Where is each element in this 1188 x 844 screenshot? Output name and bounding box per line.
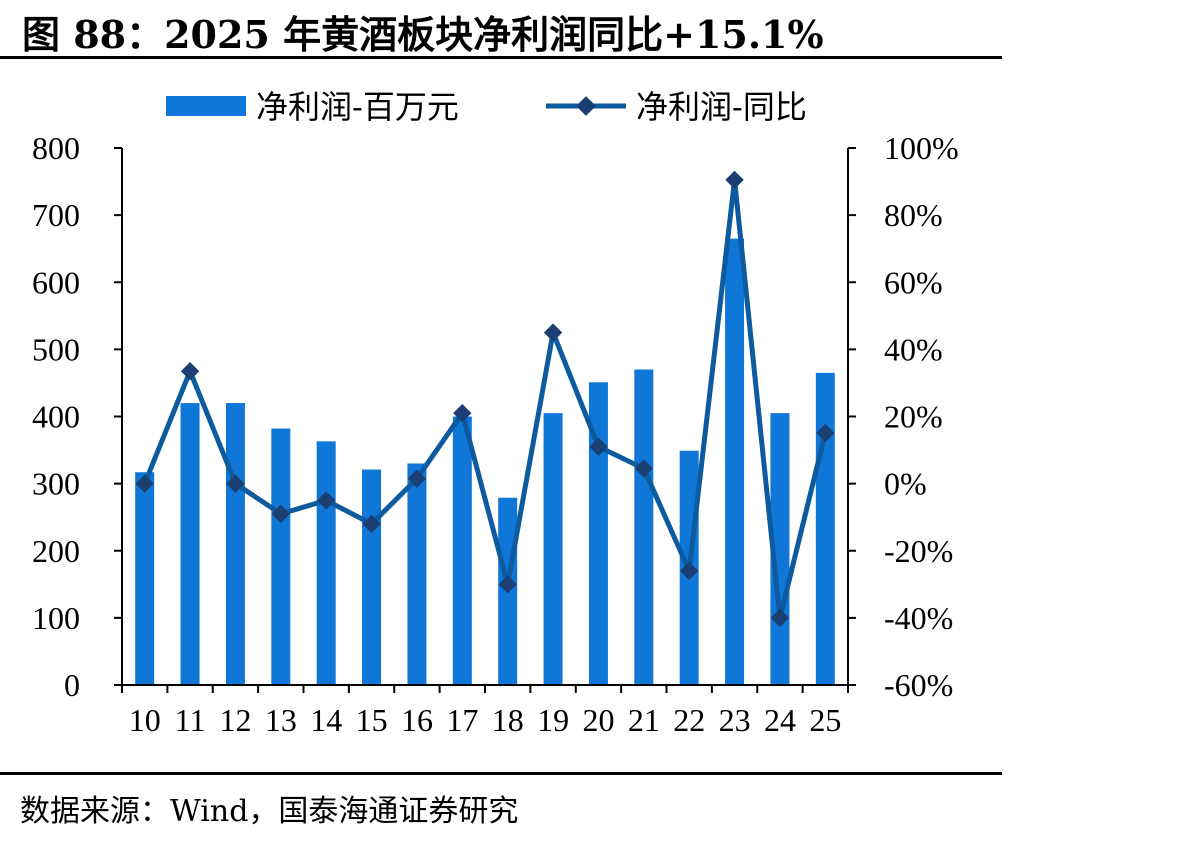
bar-23 (725, 238, 745, 685)
right-tick-label: -40% (884, 600, 953, 636)
yoy-marker-10 (135, 474, 154, 493)
bar-11 (180, 403, 200, 685)
yoy-marker-22 (679, 561, 699, 581)
bar-series (135, 238, 835, 685)
bar-12 (225, 403, 245, 685)
combo-chart: 净利润-百万元 净利润-同比 0 100 200 300 400 500 600 700 800 -… (32, 88, 959, 738)
source-divider (0, 772, 1002, 775)
right-tick-label: 40% (884, 331, 943, 367)
x-tick-label: 20 (582, 702, 614, 738)
legend-label-line: 净利润-同比 (636, 88, 807, 126)
yoy-line (142, 177, 828, 621)
right-tick-label: 80% (884, 197, 943, 233)
x-tick-label: 10 (129, 702, 161, 738)
axes: 0 100 200 300 400 500 600 700 800 -60% -40% -20% 0% 2… (32, 130, 959, 738)
bar-15 (362, 469, 382, 685)
left-tick-label: 200 (32, 533, 80, 569)
bar-20 (588, 382, 608, 685)
x-tick-label: 17 (446, 702, 478, 738)
yoy-marker-12 (226, 474, 245, 493)
legend-swatch-marker (576, 96, 596, 116)
bar-10 (135, 472, 155, 685)
left-tick-label: 800 (32, 130, 80, 166)
left-tick-label: 500 (32, 331, 80, 367)
bar-19 (543, 413, 563, 685)
x-tick-label: 22 (673, 702, 705, 738)
yoy-marker-25 (816, 423, 835, 443)
x-tick-label: 16 (401, 702, 433, 738)
bar-25 (815, 372, 835, 685)
left-tick-label: 100 (32, 600, 80, 636)
bar-13 (271, 428, 291, 685)
bar-17 (452, 416, 472, 685)
left-tick-label: 0 (64, 667, 80, 703)
legend-label-bar: 净利润-百万元 (256, 88, 459, 126)
left-tick-label: 300 (32, 466, 80, 502)
x-tick-label: 24 (764, 702, 796, 738)
chart-title: 图 88：2025 年黄酒板块净利润同比+15.1% (22, 12, 824, 57)
x-tick-label: 25 (809, 702, 841, 738)
bar-21 (634, 369, 654, 685)
x-tick-label: 12 (219, 702, 251, 738)
x-tick-label: 14 (310, 702, 342, 738)
yoy-marker-23 (725, 170, 744, 190)
left-tick-label: 400 (32, 399, 80, 435)
yoy-marker-20 (589, 437, 608, 456)
legend: 净利润-百万元 净利润-同比 (166, 88, 807, 126)
line-series (135, 170, 835, 628)
x-tick-label: 13 (265, 702, 297, 738)
yoy-marker-16 (407, 469, 427, 488)
yoy-marker-14 (316, 491, 336, 510)
yoy-marker-21 (634, 459, 654, 478)
title-divider (0, 56, 1002, 59)
right-tick-label: 20% (884, 399, 943, 435)
source-note: 数据来源：Wind，国泰海通证券研究 (20, 794, 519, 829)
yoy-marker-17 (453, 403, 472, 423)
left-tick-label: 700 (32, 197, 80, 233)
yoy-marker-19 (543, 323, 563, 342)
x-tick-label: 23 (719, 702, 751, 738)
yoy-marker-11 (180, 361, 200, 381)
right-tick-label: -20% (884, 533, 953, 569)
right-tick-label: 100% (884, 130, 959, 166)
x-tick-label: 18 (492, 702, 524, 738)
x-tick-label: 21 (628, 702, 660, 738)
right-tick-label: -60% (884, 667, 953, 703)
right-tick-label: 0% (884, 466, 927, 502)
yoy-marker-24 (770, 608, 790, 628)
left-tick-label: 600 (32, 264, 80, 300)
x-tick-label: 11 (175, 702, 206, 738)
yoy-marker-18 (498, 575, 517, 594)
legend-swatch-bar (166, 96, 246, 116)
x-tick-label: 15 (356, 702, 388, 738)
yoy-marker-13 (271, 504, 291, 524)
bar-16 (407, 463, 427, 685)
x-tick-label: 19 (537, 702, 569, 738)
bar-14 (316, 441, 336, 685)
right-tick-label: 60% (884, 264, 943, 300)
